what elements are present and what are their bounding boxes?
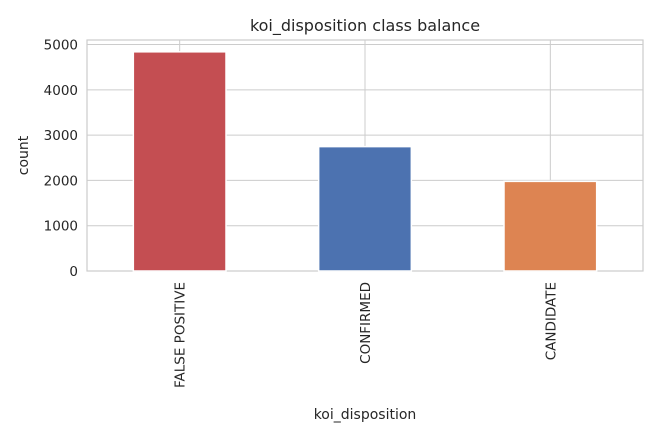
x-tick-label-2: CANDIDATE (543, 282, 559, 360)
y-tick-label-0: 0 (69, 264, 78, 280)
bar-candidate (503, 180, 598, 272)
x-axis-label: koi_disposition (314, 407, 417, 423)
y-axis-label: count (16, 135, 32, 175)
chart-title: koi_disposition class balance (250, 16, 480, 36)
y-tick-label-5: 5000 (44, 38, 78, 54)
x-axis-ticks: FALSE POSITIVE CONFIRMED CANDIDATE (173, 282, 560, 388)
bar-false-positive (132, 51, 227, 272)
y-tick-label-2: 2000 (44, 173, 78, 189)
y-tick-label-1: 1000 (44, 219, 78, 235)
bar-confirmed (317, 145, 413, 272)
x-tick-label-1: CONFIRMED (358, 282, 374, 364)
x-tick-label-0: FALSE POSITIVE (173, 282, 189, 388)
y-axis-ticks: 0 1000 2000 3000 4000 5000 (44, 38, 78, 280)
y-tick-label-4: 4000 (44, 83, 78, 99)
bars (132, 51, 598, 272)
y-tick-label-3: 3000 (44, 128, 78, 144)
